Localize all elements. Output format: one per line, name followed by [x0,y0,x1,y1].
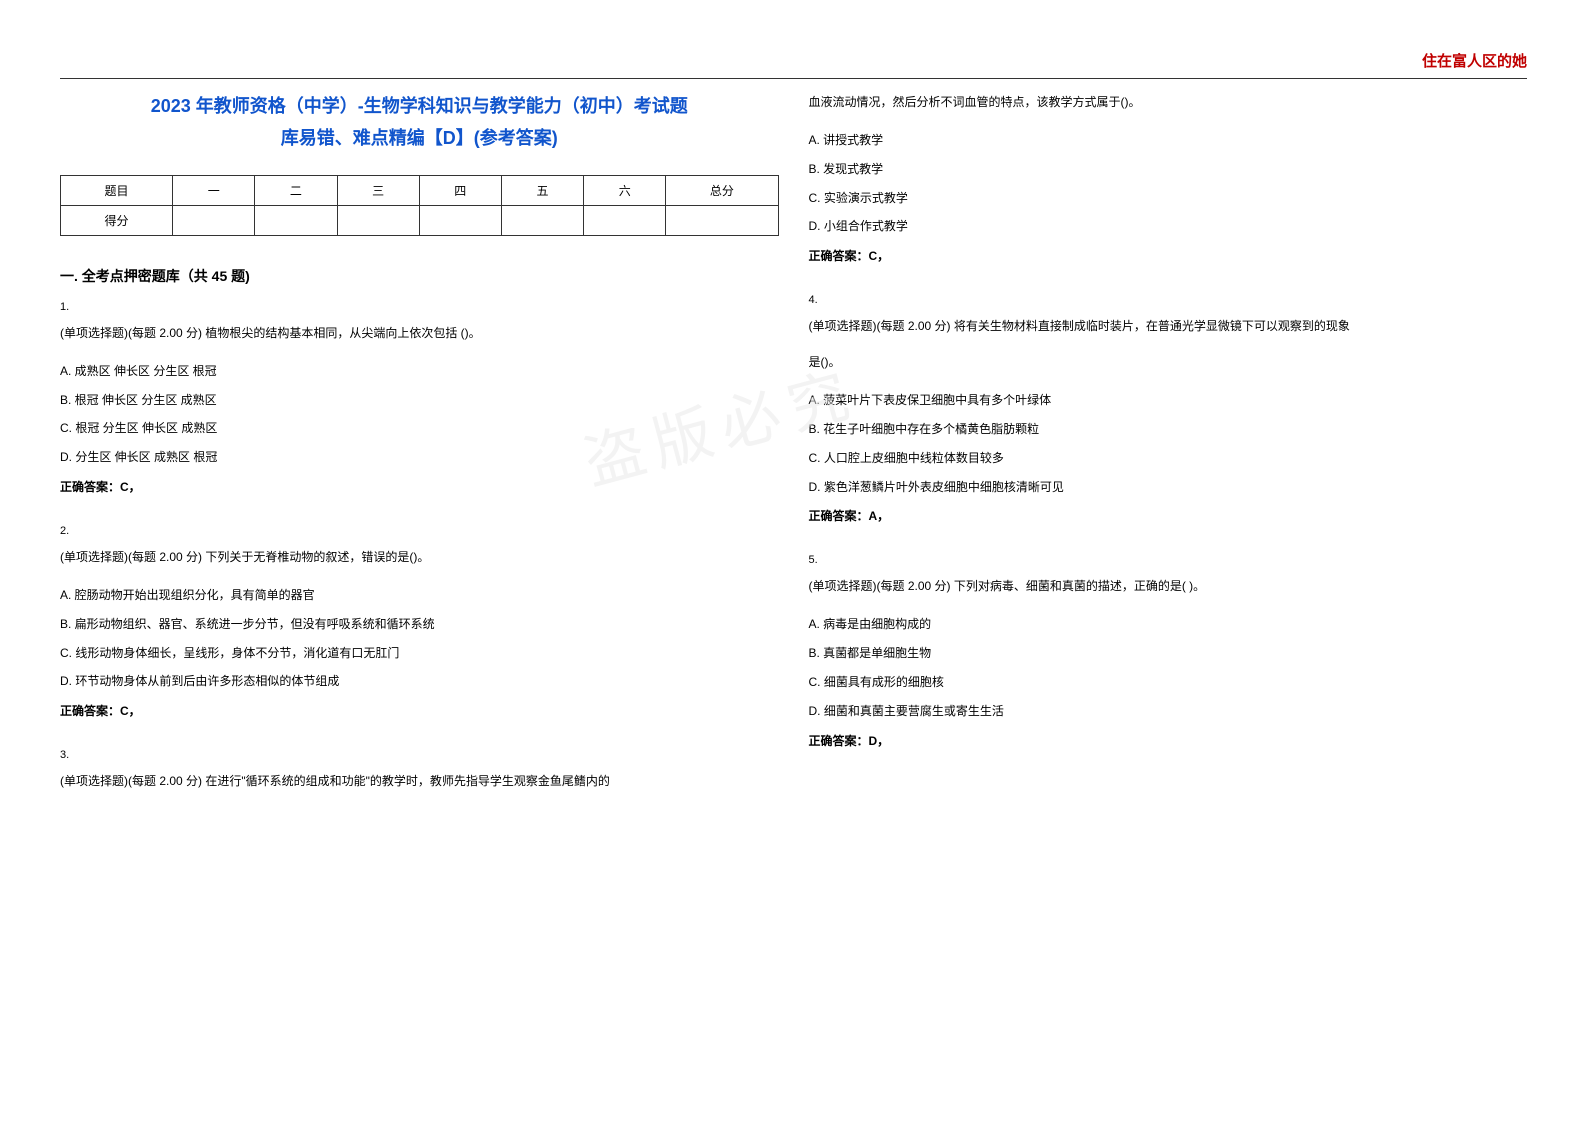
option-d: D. 细菌和真菌主要营腐生或寄生生活 [809,697,1528,726]
table-cell [173,205,255,235]
section-title: 一. 全考点押密题库（共 45 题) [60,266,779,286]
option-c: C. 实验演示式教学 [809,184,1528,213]
option-b: B. 花生子叶细胞中存在多个橘黄色脂肪颗粒 [809,415,1528,444]
option-d: D. 小组合作式教学 [809,212,1528,241]
option-b: B. 扁形动物组织、器官、系统进一步分节，但没有呼吸系统和循环系统 [60,610,779,639]
question-stem: (单项选择题)(每题 2.00 分) 下列关于无脊椎动物的叙述，错误的是()。 [60,545,779,569]
question-stem-part2: 血液流动情况，然后分析不词血管的特点，该教学方式属于()。 [809,90,1528,114]
option-d: D. 环节动物身体从前到后由许多形态相似的体节组成 [60,667,779,696]
option-b: B. 发现式教学 [809,155,1528,184]
question-stem-part1: (单项选择题)(每题 2.00 分) 将有关生物材料直接制成临时装片，在普通光学… [809,314,1528,338]
question-number: 1. [60,301,779,313]
option-d: D. 紫色洋葱鳞片叶外表皮细胞中细胞核清晰可见 [809,473,1528,502]
question-3-continued: 血液流动情况，然后分析不词血管的特点，该教学方式属于()。 A. 讲授式教学 B… [809,90,1528,264]
question-number: 4. [809,294,1528,306]
question-5: 5. (单项选择题)(每题 2.00 分) 下列对病毒、细菌和真菌的描述，正确的… [809,554,1528,748]
question-4: 4. (单项选择题)(每题 2.00 分) 将有关生物材料直接制成临时装片，在普… [809,294,1528,524]
document-title-line1: 2023 年教师资格（中学）-生物学科知识与教学能力（初中）考试题 [60,90,779,122]
answer: 正确答案：C， [809,247,1528,264]
question-3-start: 3. (单项选择题)(每题 2.00 分) 在进行"循环系统的组成和功能"的教学… [60,749,779,793]
question-stem-part2: 是()。 [809,350,1528,374]
table-header-row: 题目 一 二 三 四 五 六 总分 [61,175,779,205]
table-header-cell: 四 [419,175,501,205]
option-a: A. 成熟区 伸长区 分生区 根冠 [60,357,779,386]
table-header-cell: 二 [255,175,337,205]
table-row: 得分 [61,205,779,235]
table-cell [666,205,778,235]
table-cell [337,205,419,235]
option-c: C. 人口腔上皮细胞中线粒体数目较多 [809,444,1528,473]
question-1: 1. (单项选择题)(每题 2.00 分) 植物根尖的结构基本相同，从尖端向上依… [60,301,779,495]
answer: 正确答案：A， [809,507,1528,524]
question-stem: (单项选择题)(每题 2.00 分) 植物根尖的结构基本相同，从尖端向上依次包括… [60,321,779,345]
answer: 正确答案：C， [60,478,779,495]
table-header-cell: 题目 [61,175,173,205]
score-table: 题目 一 二 三 四 五 六 总分 得分 [60,175,779,236]
left-column: 2023 年教师资格（中学）-生物学科知识与教学能力（初中）考试题 库易错、难点… [60,90,779,805]
option-c: C. 根冠 分生区 伸长区 成熟区 [60,414,779,443]
option-a: A. 腔肠动物开始出现组织分化，具有简单的器官 [60,581,779,610]
question-number: 5. [809,554,1528,566]
option-c: C. 线形动物身体细长，呈线形，身体不分节，消化道有口无肛门 [60,639,779,668]
table-header-cell: 一 [173,175,255,205]
document-content: 2023 年教师资格（中学）-生物学科知识与教学能力（初中）考试题 库易错、难点… [60,90,1527,805]
question-number: 3. [60,749,779,761]
option-a: A. 菠菜叶片下表皮保卫细胞中具有多个叶绿体 [809,386,1528,415]
question-2: 2. (单项选择题)(每题 2.00 分) 下列关于无脊椎动物的叙述，错误的是(… [60,525,779,719]
option-b: B. 根冠 伸长区 分生区 成熟区 [60,386,779,415]
table-cell [255,205,337,235]
question-stem-part1: (单项选择题)(每题 2.00 分) 在进行"循环系统的组成和功能"的教学时，教… [60,769,779,793]
option-a: A. 病毒是由细胞构成的 [809,610,1528,639]
table-header-cell: 三 [337,175,419,205]
header-divider [60,78,1527,79]
table-cell [501,205,583,235]
table-header-cell: 总分 [666,175,778,205]
question-stem: (单项选择题)(每题 2.00 分) 下列对病毒、细菌和真菌的描述，正确的是( … [809,574,1528,598]
table-cell [584,205,666,235]
table-cell: 得分 [61,205,173,235]
document-title-line2: 库易错、难点精编【D】(参考答案) [60,122,779,154]
right-column: 血液流动情况，然后分析不词血管的特点，该教学方式属于()。 A. 讲授式教学 B… [809,90,1528,805]
option-b: B. 真菌都是单细胞生物 [809,639,1528,668]
answer: 正确答案：C， [60,702,779,719]
option-d: D. 分生区 伸长区 成熟区 根冠 [60,443,779,472]
option-a: A. 讲授式教学 [809,126,1528,155]
answer: 正确答案：D， [809,732,1528,749]
table-header-cell: 五 [501,175,583,205]
table-cell [419,205,501,235]
watermark-corner: 住在富人区的她 [1422,50,1527,71]
table-header-cell: 六 [584,175,666,205]
question-number: 2. [60,525,779,537]
option-c: C. 细菌具有成形的细胞核 [809,668,1528,697]
